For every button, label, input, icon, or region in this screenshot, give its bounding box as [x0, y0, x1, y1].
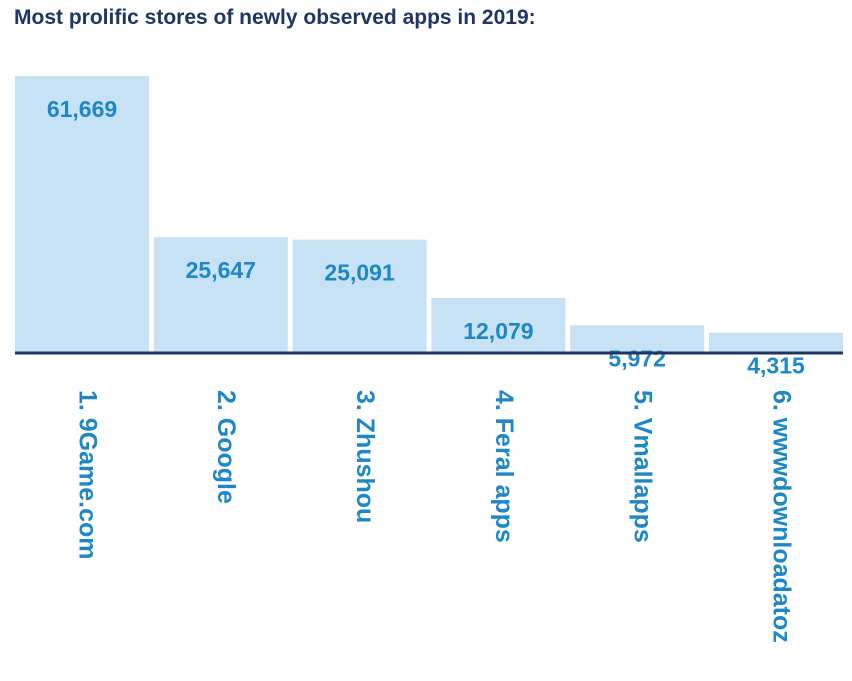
category-label: 4. Feral apps: [490, 390, 518, 543]
bar: [292, 239, 427, 352]
chart-title: Most prolific stores of newly observed a…: [14, 6, 536, 29]
category-labels-layer: 1. 9Game.com 2. Google 3. Zhushou 4. Feral …: [73, 390, 795, 643]
bars-layer: [15, 76, 843, 352]
bar-value-label: 4,315: [747, 353, 805, 379]
value-labels-layer: 61,669 25,647 25,091 12,079 5,972 4,315: [47, 96, 805, 379]
category-label: 1. 9Game.com: [73, 390, 101, 560]
category-label: 6. wwwdownloadatoz: [767, 390, 795, 643]
bar-value-label: 25,091: [324, 260, 395, 286]
bar-value-label: 61,669: [47, 96, 117, 122]
category-label: 5. Vmallapps: [629, 390, 657, 543]
bar: [709, 332, 843, 352]
bar: [153, 237, 288, 352]
bar: [431, 297, 566, 352]
bar-value-label: 25,647: [186, 257, 256, 283]
category-label: 2. Google: [212, 390, 240, 504]
bar-value-label: 5,972: [608, 345, 666, 371]
bar-value-label: 12,079: [463, 318, 533, 344]
bar: [570, 325, 705, 352]
category-label: 3. Zhushou: [351, 390, 379, 523]
bar: [15, 76, 149, 352]
